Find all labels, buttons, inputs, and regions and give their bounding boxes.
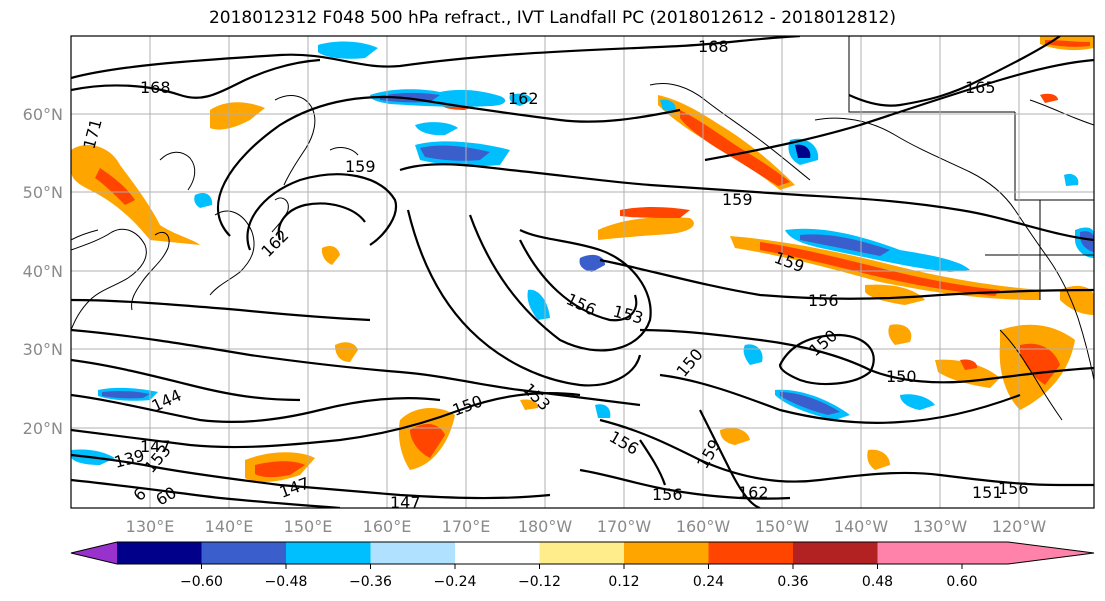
colorbar-tick-label: 0.48 <box>862 574 893 590</box>
colorbar-high-extension <box>962 542 1094 564</box>
map-title: 2018012312 F048 500 hPa refract., IVT La… <box>208 8 896 28</box>
colorbar-tick-label: 0.24 <box>693 574 724 590</box>
longitude-labels: 130°E 140°E 150°E 160°E 170°E 180°W 170°… <box>126 517 1047 536</box>
map-frame <box>70 35 1095 509</box>
lon-label: 150°W <box>755 517 810 536</box>
lon-label: 120°W <box>992 517 1047 536</box>
colorbar-outline <box>70 541 1095 565</box>
coastlines <box>71 36 1094 421</box>
contour-label: 159 <box>722 190 753 209</box>
colorbar: −0.60 −0.48 −0.36 −0.24 −0.12 0.12 0.24 … <box>70 541 1095 590</box>
gridlines <box>71 36 1094 508</box>
colorbar-tick-label: −0.12 <box>518 574 561 590</box>
colorbar-segment <box>624 542 709 564</box>
colorbar-tick-label: −0.36 <box>349 574 392 590</box>
contour-label: 150 <box>886 367 917 386</box>
colorbar-segment <box>370 542 455 564</box>
colorbar-segment <box>455 542 540 564</box>
contour-label: 159 <box>345 157 376 176</box>
contour-label: 162 <box>738 483 769 502</box>
contour-label: 147 <box>390 493 421 512</box>
colorbar-tick-label: −0.24 <box>434 574 477 590</box>
negative-anomaly-shading <box>71 41 1094 465</box>
lat-label: 60°N <box>23 105 63 124</box>
colorbar-segment <box>708 542 793 564</box>
colorbar-ticks <box>201 564 963 569</box>
positive-anomaly-shading <box>71 36 1094 482</box>
colorbar-low-extension <box>71 542 117 564</box>
lat-label: 40°N <box>23 262 63 281</box>
contour-label: 156 <box>652 485 683 504</box>
lat-label: 50°N <box>23 183 63 202</box>
lat-label: 20°N <box>23 419 63 438</box>
colorbar-tick-labels: −0.60 −0.48 −0.36 −0.24 −0.12 0.12 0.24 … <box>180 574 978 590</box>
lon-label: 140°E <box>205 517 254 536</box>
colorbar-segment <box>877 542 962 564</box>
contour-label: 165 <box>965 78 996 97</box>
contour-label: 162 <box>508 89 539 108</box>
lat-label: 30°N <box>23 340 63 359</box>
colorbar-segment <box>201 542 286 564</box>
contour-label: 168 <box>698 37 729 56</box>
colorbar-segment <box>286 542 371 564</box>
colorbar-segment <box>117 542 202 564</box>
map-plot-area: 168 168 165 162 159 171 159 162 159 156 … <box>71 36 1094 512</box>
lon-label: 160°E <box>363 517 412 536</box>
lon-label: 130°W <box>913 517 968 536</box>
latitude-labels: 60°N 50°N 40°N 30°N 20°N <box>23 105 63 438</box>
lon-label: 150°E <box>284 517 333 536</box>
lon-label: 170°E <box>442 517 491 536</box>
contour-label: 156 <box>808 291 839 310</box>
colorbar-segment <box>539 542 624 564</box>
lon-label: 160°W <box>676 517 731 536</box>
colorbar-tick-label: 0.36 <box>777 574 808 590</box>
height-contours <box>71 36 1094 508</box>
lon-label: 140°W <box>834 517 889 536</box>
colorbar-tick-label: 0.12 <box>608 574 639 590</box>
contour-label: 151 <box>972 483 1003 502</box>
colorbar-tick-label: −0.60 <box>180 574 223 590</box>
lon-label: 180°W <box>518 517 573 536</box>
lon-label: 130°E <box>126 517 175 536</box>
contour-label: 168 <box>140 78 171 97</box>
colorbar-tick-label: 0.60 <box>946 574 977 590</box>
contour-label: 156 <box>998 479 1029 498</box>
colorbar-tick-label: −0.48 <box>265 574 308 590</box>
lon-label: 170°W <box>597 517 652 536</box>
contour-label: 147 <box>140 437 171 456</box>
colorbar-segment <box>793 542 878 564</box>
